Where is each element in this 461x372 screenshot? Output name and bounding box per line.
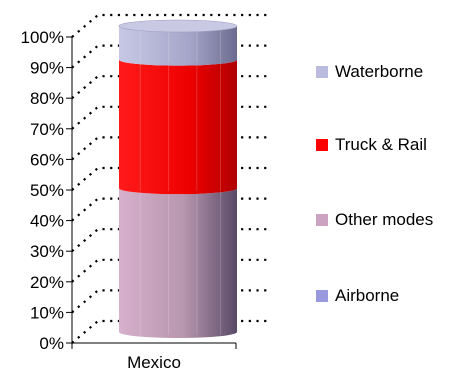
- legend-label: Other modes: [335, 210, 434, 229]
- bar-segment-truck-rail: [119, 59, 237, 195]
- y-tick-label: 20%: [30, 273, 64, 292]
- y-tick-label: 0%: [39, 334, 64, 353]
- legend-swatch: [316, 66, 328, 78]
- legend-swatch: [316, 290, 328, 302]
- legend-swatch: [316, 139, 328, 151]
- y-axis: [66, 36, 73, 344]
- y-tick-label: 10%: [30, 303, 64, 322]
- legend-label: Truck & Rail: [335, 135, 427, 154]
- bar-segment-waterborne: [119, 26, 237, 66]
- legend-label: Waterborne: [335, 62, 424, 81]
- legend-item: Other modes: [316, 210, 433, 230]
- bar-segment-other-modes: [119, 188, 237, 338]
- legend-swatch: [316, 214, 328, 226]
- legend: Waterborne Truck & Rail Other modes Airborn…: [316, 0, 461, 372]
- y-tick-label: 100%: [21, 28, 64, 47]
- legend-item: Airborne: [316, 286, 399, 306]
- y-tick-label: 50%: [30, 181, 64, 200]
- y-tick-label: 30%: [30, 242, 64, 261]
- bar-top-cap: [118, 19, 238, 33]
- y-tick-label: 80%: [30, 89, 64, 108]
- legend-label: Airborne: [335, 286, 400, 305]
- legend-item: Truck & Rail: [316, 135, 427, 155]
- y-tick-label: 70%: [30, 120, 64, 139]
- x-axis: Mexico: [71, 342, 237, 372]
- y-tick-label: 60%: [30, 150, 64, 169]
- y-tick-labels: 0% 10% 20% 30% 40% 50% 60% 70% 80% 90% 100%: [21, 28, 64, 353]
- y-tick-label: 90%: [30, 59, 64, 78]
- legend-item: Waterborne: [316, 62, 423, 82]
- category-label: Mexico: [127, 353, 181, 372]
- y-tick-label: 40%: [30, 212, 64, 231]
- cylinder-bar: [118, 19, 238, 338]
